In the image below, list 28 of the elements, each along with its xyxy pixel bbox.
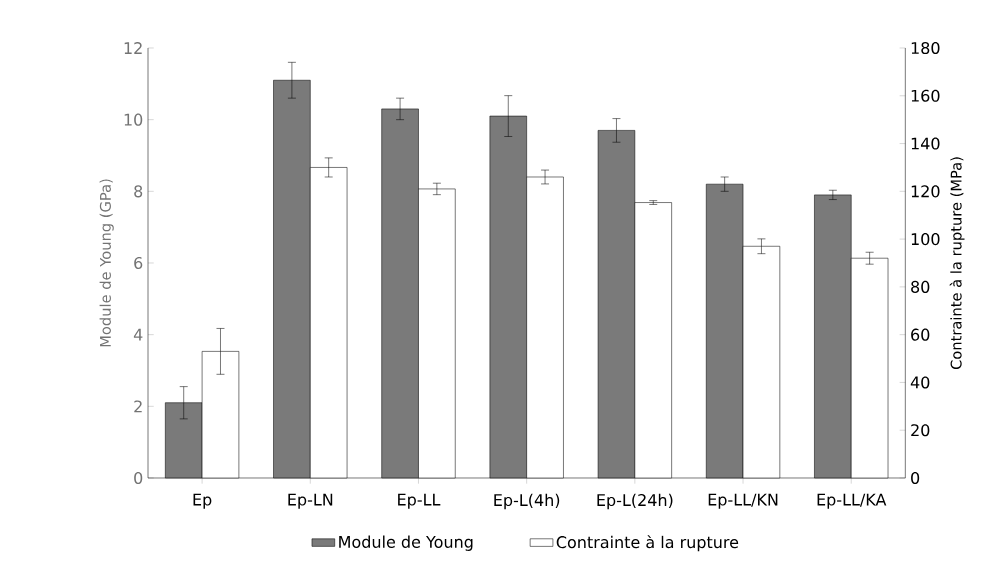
- y-tick-label: 0: [134, 471, 143, 485]
- y-tick-label: 4: [133, 328, 143, 341]
- x-tick-label: Ep: [193, 493, 212, 509]
- y-tick-label: 2: [134, 400, 142, 413]
- y2-tick-label: 80: [911, 280, 930, 293]
- x-tick-label: Ep-LL: [398, 493, 441, 509]
- y2-axis-title: Contrainte à la rupture (MPa): [949, 157, 965, 370]
- y2-tick-label: 180: [911, 41, 940, 55]
- x-tick-label: Ep-L(4h): [494, 493, 560, 510]
- y-tick-label: 8: [134, 185, 143, 198]
- x-tick-label: Ep-LL/KA: [817, 493, 887, 509]
- y-tick-label: 10: [124, 113, 143, 126]
- y2-tick-label: 120: [911, 185, 940, 198]
- x-tick-label: Ep-LN: [288, 493, 333, 509]
- y2-tick-label: 0: [911, 471, 920, 485]
- y2-tick-label: 100: [911, 233, 940, 246]
- y-axis-title: Module de Young (GPa): [99, 179, 114, 347]
- y2-tick-label: 20: [911, 424, 930, 437]
- legend-label: Module de Young: [339, 535, 473, 551]
- x-tick-label: Ep-L(24h): [597, 493, 673, 510]
- legend-label: Contrainte à la rupture: [556, 535, 739, 552]
- y-tick-label: 6: [134, 256, 143, 270]
- y-tick-label: 12: [124, 42, 142, 54]
- y2-tick-label: 60: [911, 328, 930, 341]
- y2-tick-label: 140: [911, 137, 940, 150]
- y2-tick-label: 40: [910, 376, 930, 389]
- x-tick-label: Ep-LL/KN: [708, 493, 778, 509]
- y2-tick-label: 160: [911, 89, 940, 102]
